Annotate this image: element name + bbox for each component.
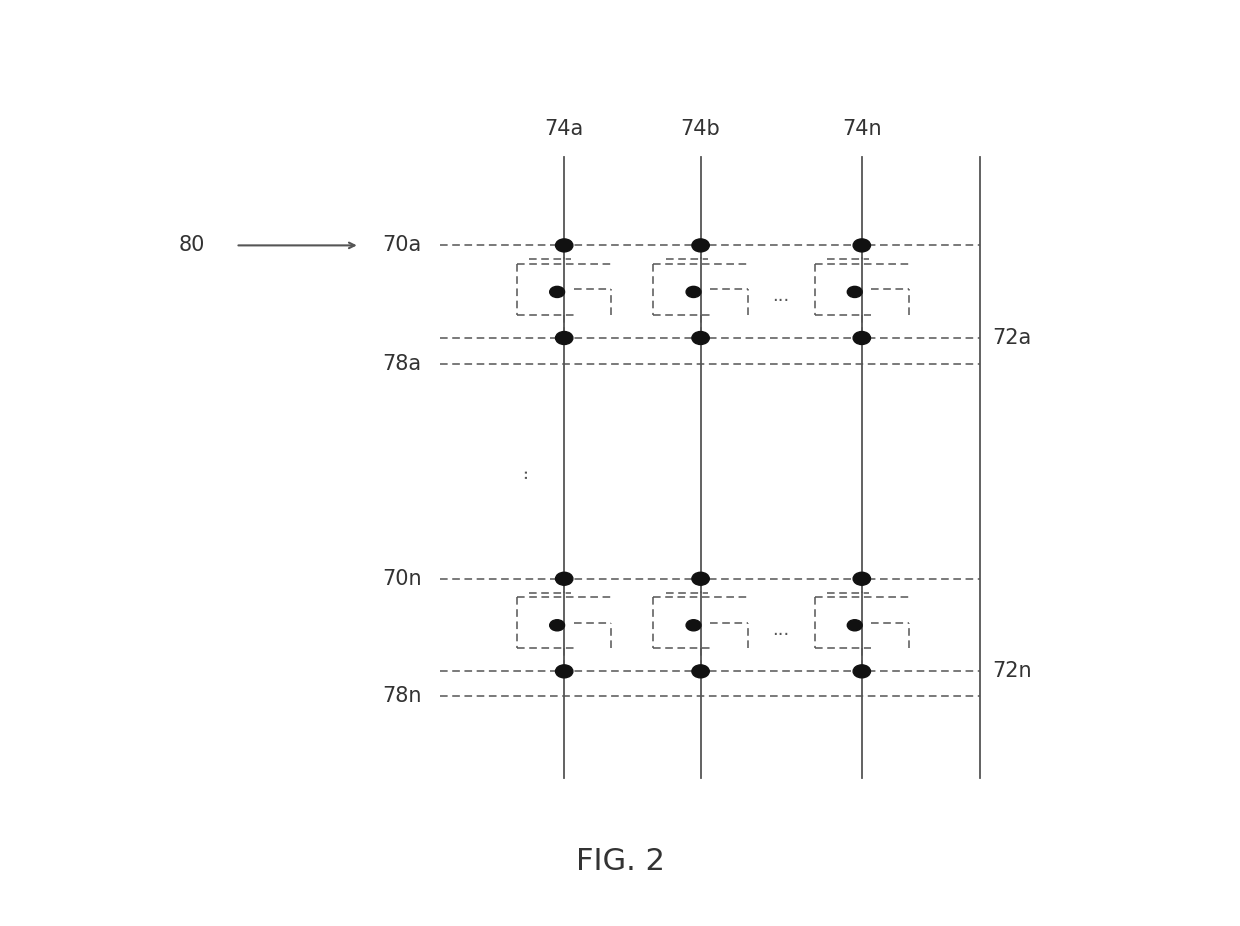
Circle shape	[853, 332, 870, 344]
Circle shape	[556, 239, 573, 252]
Circle shape	[853, 572, 870, 585]
Text: 80: 80	[179, 235, 206, 256]
Circle shape	[549, 286, 564, 297]
Circle shape	[853, 239, 870, 252]
Text: ..: ..	[511, 465, 531, 478]
Circle shape	[556, 332, 573, 344]
Text: 70a: 70a	[382, 235, 422, 256]
Circle shape	[556, 572, 573, 585]
Circle shape	[692, 239, 709, 252]
Circle shape	[692, 572, 709, 585]
Text: 72n: 72n	[992, 661, 1032, 682]
Circle shape	[556, 665, 573, 678]
Text: 72a: 72a	[992, 328, 1032, 348]
Circle shape	[549, 619, 564, 631]
Circle shape	[686, 286, 701, 297]
Circle shape	[686, 619, 701, 631]
Circle shape	[847, 619, 862, 631]
Circle shape	[692, 332, 709, 344]
Circle shape	[847, 286, 862, 297]
Text: FIG. 2: FIG. 2	[575, 846, 665, 876]
Text: 78n: 78n	[382, 686, 422, 707]
Circle shape	[853, 665, 870, 678]
Text: ...: ...	[773, 287, 790, 306]
Text: 70n: 70n	[382, 569, 422, 589]
Text: 74n: 74n	[842, 119, 882, 139]
Text: 74a: 74a	[544, 119, 584, 139]
Text: 74b: 74b	[681, 119, 720, 139]
Circle shape	[692, 665, 709, 678]
Text: ...: ...	[773, 620, 790, 639]
Text: 78a: 78a	[382, 354, 422, 374]
